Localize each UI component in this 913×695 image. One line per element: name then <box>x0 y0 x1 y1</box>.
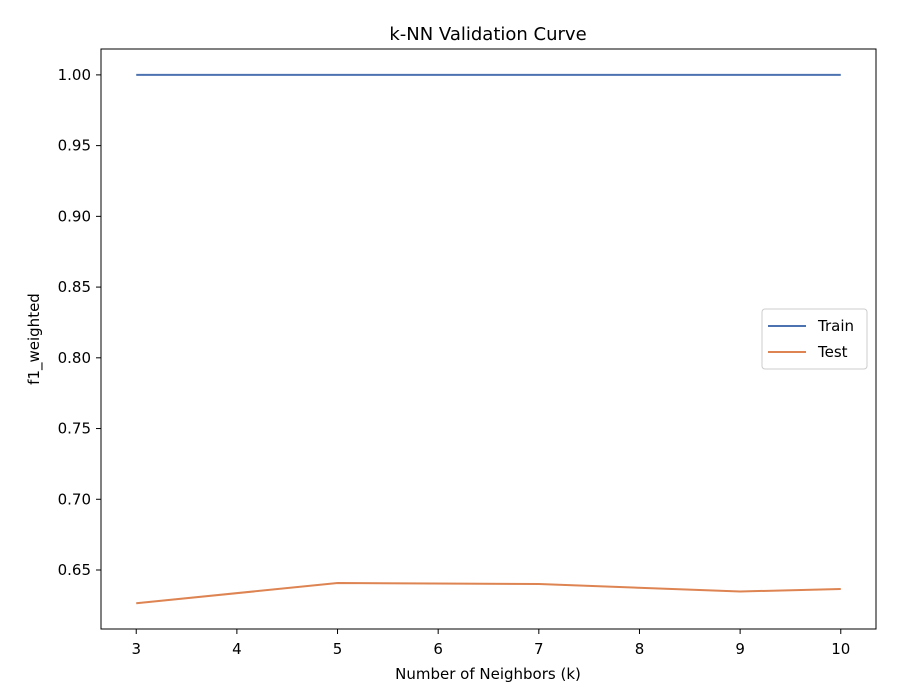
x-tick-label: 3 <box>131 640 141 658</box>
x-axis-label: Number of Neighbors (k) <box>395 665 581 683</box>
x-tick-label: 8 <box>635 640 645 658</box>
legend-box <box>761 308 868 370</box>
y-tick-label: 1.00 <box>58 66 91 84</box>
y-axis-ticks: 0.65 0.70 0.75 0.80 0.85 0.90 0.95 1.00 <box>58 66 101 579</box>
x-axis-ticks: 3 4 5 6 7 8 9 10 <box>131 629 850 658</box>
y-tick-label: 0.75 <box>58 420 91 438</box>
x-tick-label: 7 <box>534 640 544 658</box>
y-tick-label: 0.70 <box>58 490 91 508</box>
y-tick-label: 0.85 <box>58 278 91 296</box>
legend-test-label: Test <box>817 343 848 361</box>
x-tick-label: 4 <box>232 640 242 658</box>
chart-title: k-NN Validation Curve <box>389 24 586 45</box>
legend: Train Test <box>761 308 868 370</box>
x-tick-label: 6 <box>433 640 443 658</box>
y-tick-label: 0.65 <box>58 561 91 579</box>
series-line-test <box>136 582 841 605</box>
x-tick-label: 10 <box>831 640 850 658</box>
plot-lines <box>136 73 841 605</box>
x-tick-label: 5 <box>333 640 343 658</box>
plot-area-frame <box>100 48 877 630</box>
y-tick-label: 0.90 <box>58 207 91 225</box>
legend-train-label: Train <box>817 317 854 335</box>
x-tick-label: 9 <box>735 640 745 658</box>
y-axis-label: f1_weighted <box>25 293 44 385</box>
y-tick-label: 0.95 <box>58 137 91 155</box>
y-tick-label: 0.80 <box>58 349 91 367</box>
